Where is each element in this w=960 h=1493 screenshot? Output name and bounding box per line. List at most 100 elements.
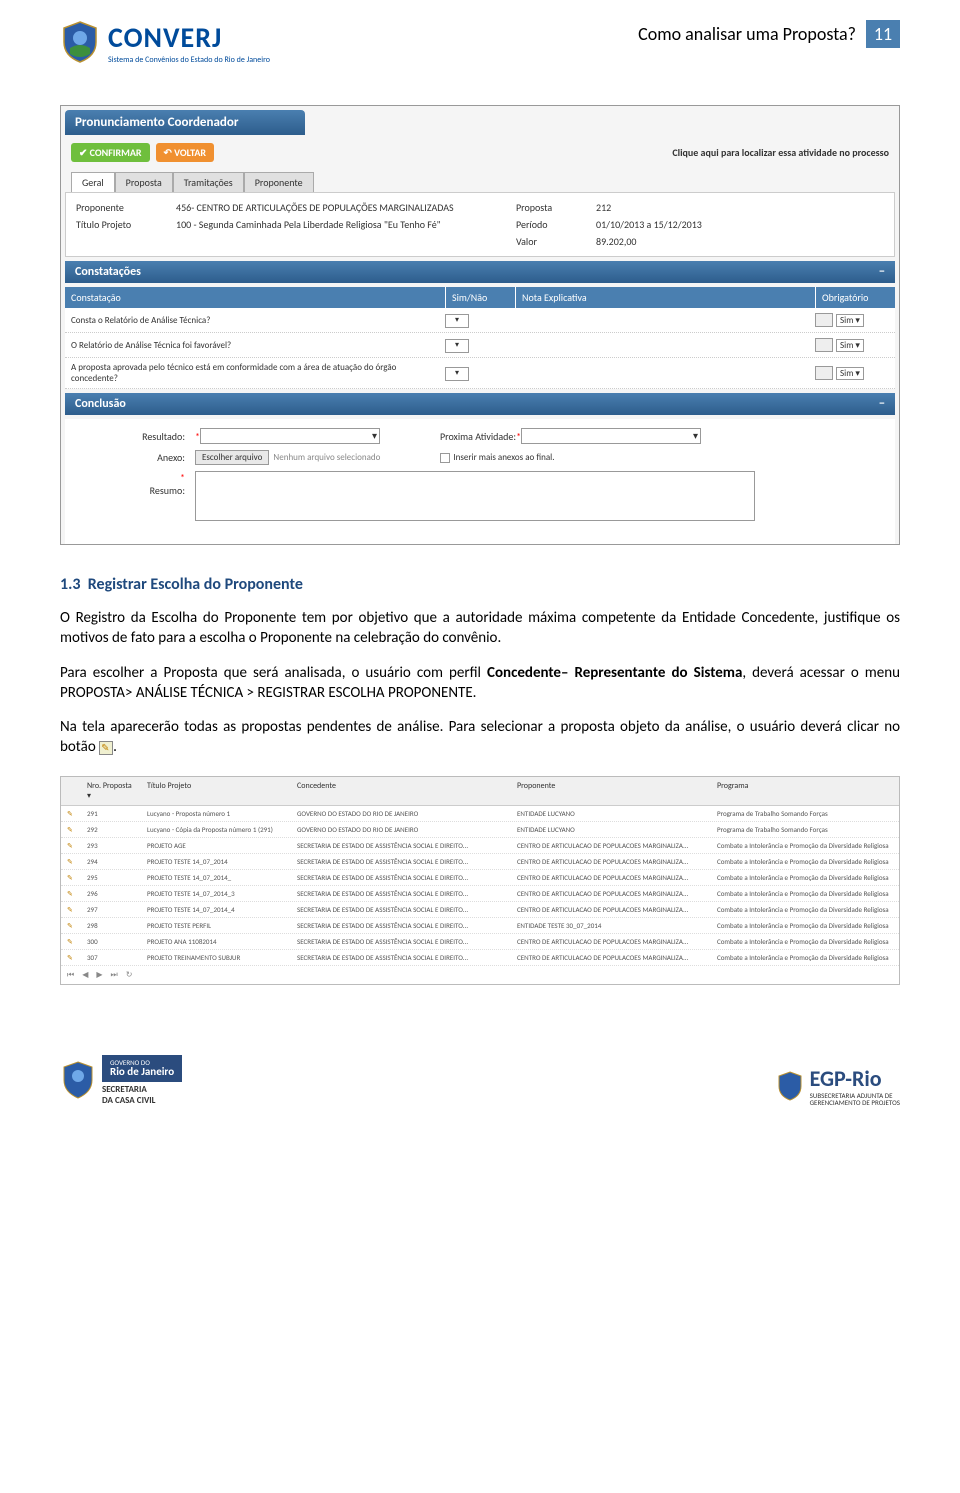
checkbox-icon[interactable] — [440, 453, 450, 463]
table-row: ✎292Lucyano - Cópia da Proposta número 1… — [61, 822, 899, 838]
cell-num: 300 — [81, 934, 141, 949]
table-header[interactable]: Título Projeto — [141, 777, 291, 805]
table-row: ✎298PROJETO TESTE PERFILSECRETARIA DE ES… — [61, 918, 899, 934]
tab-geral[interactable]: Geral — [71, 172, 115, 192]
edit-icon[interactable]: ✎ — [61, 950, 81, 965]
simnao-dropdown[interactable]: ▾ — [445, 314, 469, 328]
cell-proponente: CENTRO DE ARTICULACAO DE POPULACOES MARG… — [511, 838, 711, 853]
cell-num: 291 — [81, 806, 141, 821]
edit-icon[interactable]: ✎ — [61, 934, 81, 949]
cell-proponente: CENTRO DE ARTICULACAO DE POPULACOES MARG… — [511, 902, 711, 917]
cell-num: 307 — [81, 950, 141, 965]
simnao-dropdown[interactable]: ▾ — [445, 339, 469, 353]
prox-dropdown[interactable]: ▾ — [521, 428, 701, 444]
cell-concedente: GOVERNO DO ESTADO DO RIO DE JANEIRO — [291, 806, 511, 821]
cell-num: 292 — [81, 822, 141, 837]
value-periodo: 01/10/2013 a 15/12/2013 — [596, 218, 736, 231]
page-header: CONVERJ Sistema de Convênios do Estado d… — [60, 20, 900, 65]
cell-num: 296 — [81, 886, 141, 901]
obrig-dropdown[interactable]: Sim ▾ — [836, 339, 864, 352]
table-row: ✎296PROJETO TESTE 14_07_2014_3SECRETARIA… — [61, 886, 899, 902]
tabs: Geral Proposta Tramitações Proponente — [61, 172, 899, 192]
edit-icon[interactable]: ✎ — [61, 806, 81, 821]
conclusao-title: Conclusão — [75, 397, 126, 411]
screenshot-form: Pronunciamento Coordenador ✔ CONFIRMAR ↶… — [60, 105, 900, 545]
pager-button[interactable]: ⏭ — [111, 970, 118, 980]
cell-concedente: GOVERNO DO ESTADO DO RIO DE JANEIRO — [291, 822, 511, 837]
simnao-dropdown[interactable]: ▾ — [445, 367, 469, 381]
label-inserir: Inserir mais anexos ao final. — [453, 452, 554, 463]
table-header[interactable]: Programa — [711, 777, 899, 805]
secretaria-label: SECRETARIA DA CASA CIVIL — [102, 1084, 182, 1106]
cell-num: 295 — [81, 870, 141, 885]
resultado-dropdown[interactable]: ▾ — [200, 428, 380, 444]
file-button[interactable]: Escolher arquivo — [195, 450, 269, 465]
note-button[interactable] — [815, 313, 833, 327]
paragraph-1: O Registro da Escolha do Proponente tem … — [60, 608, 900, 649]
logo-title: CONVERJ — [108, 20, 270, 55]
cell-titulo: PROJETO TESTE 14_07_2014 — [141, 854, 291, 869]
table-row: ✎293PROJETO AGESECRETARIA DE ESTADO DE A… — [61, 838, 899, 854]
cell-concedente: SECRETARIA DE ESTADO DE ASSISTÊNCIA SOCI… — [291, 918, 511, 933]
label-periodo: Período — [516, 218, 596, 231]
locate-link[interactable]: Clique aqui para localizar essa atividad… — [672, 146, 889, 159]
collapse-icon[interactable]: − — [879, 397, 885, 411]
edit-icon[interactable]: ✎ — [61, 918, 81, 933]
col-obrigatorio: Obrigatório — [815, 287, 895, 308]
panel-title: Pronunciamento Coordenador — [65, 110, 305, 135]
obrig-dropdown[interactable]: Sim ▾ — [836, 367, 864, 380]
tab-proponente[interactable]: Proponente — [244, 172, 314, 192]
collapse-icon[interactable]: − — [879, 265, 885, 279]
label-prox: Proxima Atividade: — [440, 430, 516, 443]
edit-icon[interactable]: ✎ — [61, 854, 81, 869]
edit-icon[interactable]: ✎ — [61, 870, 81, 885]
table-header[interactable]: Concedente — [291, 777, 511, 805]
cell-programa: Programa de Trabalho Somando Forças — [711, 822, 899, 837]
cell-programa: Combate a Intolerância e Promoção da Div… — [711, 870, 899, 885]
cell-titulo: PROJETO TESTE 14_07_2014_3 — [141, 886, 291, 901]
cell-programa: Combate a Intolerância e Promoção da Div… — [711, 886, 899, 901]
file-status: Nenhum arquivo selecionado — [273, 452, 380, 463]
note-button[interactable] — [815, 366, 833, 380]
cell-concedente: SECRETARIA DE ESTADO DE ASSISTÊNCIA SOCI… — [291, 950, 511, 965]
cell-titulo: PROJETO ANA 11082014 — [141, 934, 291, 949]
table-row: ✎307PROJETO TREINAMENTO SUBJURSECRETARIA… — [61, 950, 899, 966]
tab-proposta[interactable]: Proposta — [115, 172, 173, 192]
cell-proponente: CENTRO DE ARTICULACAO DE POPULACOES MARG… — [511, 950, 711, 965]
cell-concedente: SECRETARIA DE ESTADO DE ASSISTÊNCIA SOCI… — [291, 902, 511, 917]
edit-icon[interactable]: ✎ — [61, 886, 81, 901]
edit-icon[interactable]: ✎ — [61, 822, 81, 837]
constatacao-text: Consta o Relatório de Análise Técnica? — [65, 315, 445, 326]
pager: ⏮ ◀ ▶ ⏭ ↻ — [61, 966, 899, 984]
cell-programa: Combate a Intolerância e Promoção da Div… — [711, 918, 899, 933]
table-header[interactable] — [61, 777, 81, 805]
edit-icon[interactable]: ✎ — [61, 838, 81, 853]
page-number: 11 — [866, 20, 900, 48]
cell-titulo: PROJETO TESTE PERFIL — [141, 918, 291, 933]
cell-num: 297 — [81, 902, 141, 917]
logo-block: CONVERJ Sistema de Convênios do Estado d… — [60, 20, 270, 65]
shield-icon — [60, 20, 100, 64]
table-header[interactable]: Nro. Proposta ▾ — [81, 777, 141, 805]
pager-button[interactable]: ⏮ — [67, 970, 74, 980]
obrig-dropdown[interactable]: Sim ▾ — [836, 314, 864, 327]
tab-tramitacoes[interactable]: Tramitações — [173, 172, 244, 192]
cell-proponente: ENTIDADE LUCYANO — [511, 806, 711, 821]
pager-button[interactable]: ↻ — [126, 970, 133, 980]
cell-titulo: Lucyano - Cópia da Proposta número 1 (29… — [141, 822, 291, 837]
table-header[interactable]: Proponente — [511, 777, 711, 805]
table-row: ✎291Lucyano - Proposta número 1GOVERNO D… — [61, 806, 899, 822]
note-button[interactable] — [815, 338, 833, 352]
confirm-button[interactable]: ✔ CONFIRMAR — [71, 143, 150, 162]
pager-button[interactable]: ▶ — [96, 970, 102, 980]
edit-icon[interactable]: ✎ — [61, 902, 81, 917]
cell-concedente: SECRETARIA DE ESTADO DE ASSISTÊNCIA SOCI… — [291, 870, 511, 885]
back-button[interactable]: ↶ VOLTAR — [156, 143, 214, 162]
resumo-textarea[interactable] — [195, 471, 755, 521]
col-constatacao: Constatação — [65, 287, 445, 308]
pager-button[interactable]: ◀ — [82, 970, 88, 980]
paragraph-2: Para escolher a Proposta que será analis… — [60, 663, 900, 704]
screenshot-table: Nro. Proposta ▾Título ProjetoConcedenteP… — [60, 776, 900, 985]
constatacao-row: A proposta aprovada pelo técnico está em… — [65, 358, 895, 389]
cell-proponente: CENTRO DE ARTICULACAO DE POPULACOES MARG… — [511, 934, 711, 949]
